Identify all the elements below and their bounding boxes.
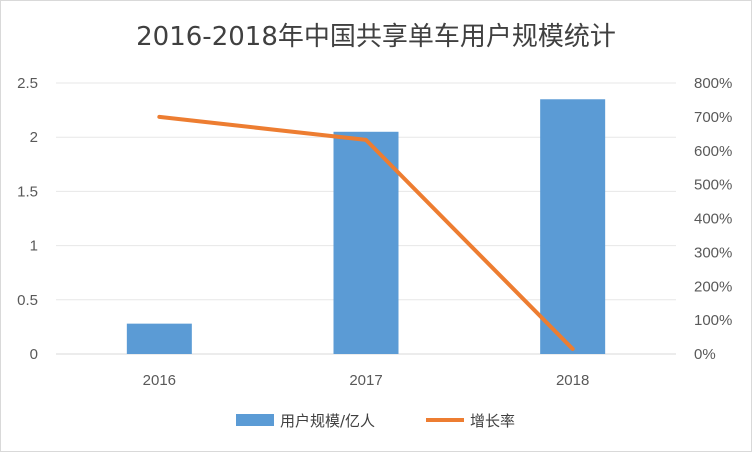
right-tick-label: 300% <box>694 244 732 261</box>
legend-label-bar: 用户规模/亿人 <box>280 412 375 430</box>
x-tick-label: 2017 <box>349 372 382 389</box>
right-tick-label: 800% <box>694 75 732 92</box>
right-tick-label: 600% <box>694 143 732 160</box>
legend-label-line: 增长率 <box>470 412 515 430</box>
chart-title: 2016-2018年中国共享单车用户规模统计 <box>136 22 616 52</box>
bar <box>126 323 192 354</box>
right-tick-label: 0% <box>694 346 716 363</box>
legend-swatch-bar <box>236 414 274 426</box>
bar <box>333 131 399 354</box>
left-axis-ticks: 0 0.5 1 1.5 2 2.5 <box>17 75 38 363</box>
legend: 用户规模/亿人 增长率 <box>236 412 515 430</box>
right-tick-label: 700% <box>694 109 732 126</box>
x-tick-label: 2018 <box>556 372 589 389</box>
bar <box>540 99 606 354</box>
growth-line <box>157 114 575 351</box>
left-tick-label: 1.5 <box>17 183 38 200</box>
left-tick-label: 0.5 <box>17 292 38 309</box>
right-tick-label: 200% <box>694 278 732 295</box>
left-tick-label: 2 <box>30 129 38 146</box>
left-tick-label: 1 <box>30 238 38 255</box>
bar-series <box>126 99 606 354</box>
left-tick-label: 0 <box>30 346 38 363</box>
right-axis-ticks: 0% 100% 200% 300% 400% 500% 600% 700% 800% <box>694 75 732 363</box>
x-axis-ticks: 2016 2017 2018 <box>143 372 590 389</box>
right-tick-label: 400% <box>694 211 732 228</box>
left-tick-label: 2.5 <box>17 75 38 92</box>
right-tick-label: 500% <box>694 177 732 194</box>
right-tick-label: 100% <box>694 312 732 329</box>
line-series <box>157 114 575 351</box>
x-tick-label: 2016 <box>143 372 176 389</box>
